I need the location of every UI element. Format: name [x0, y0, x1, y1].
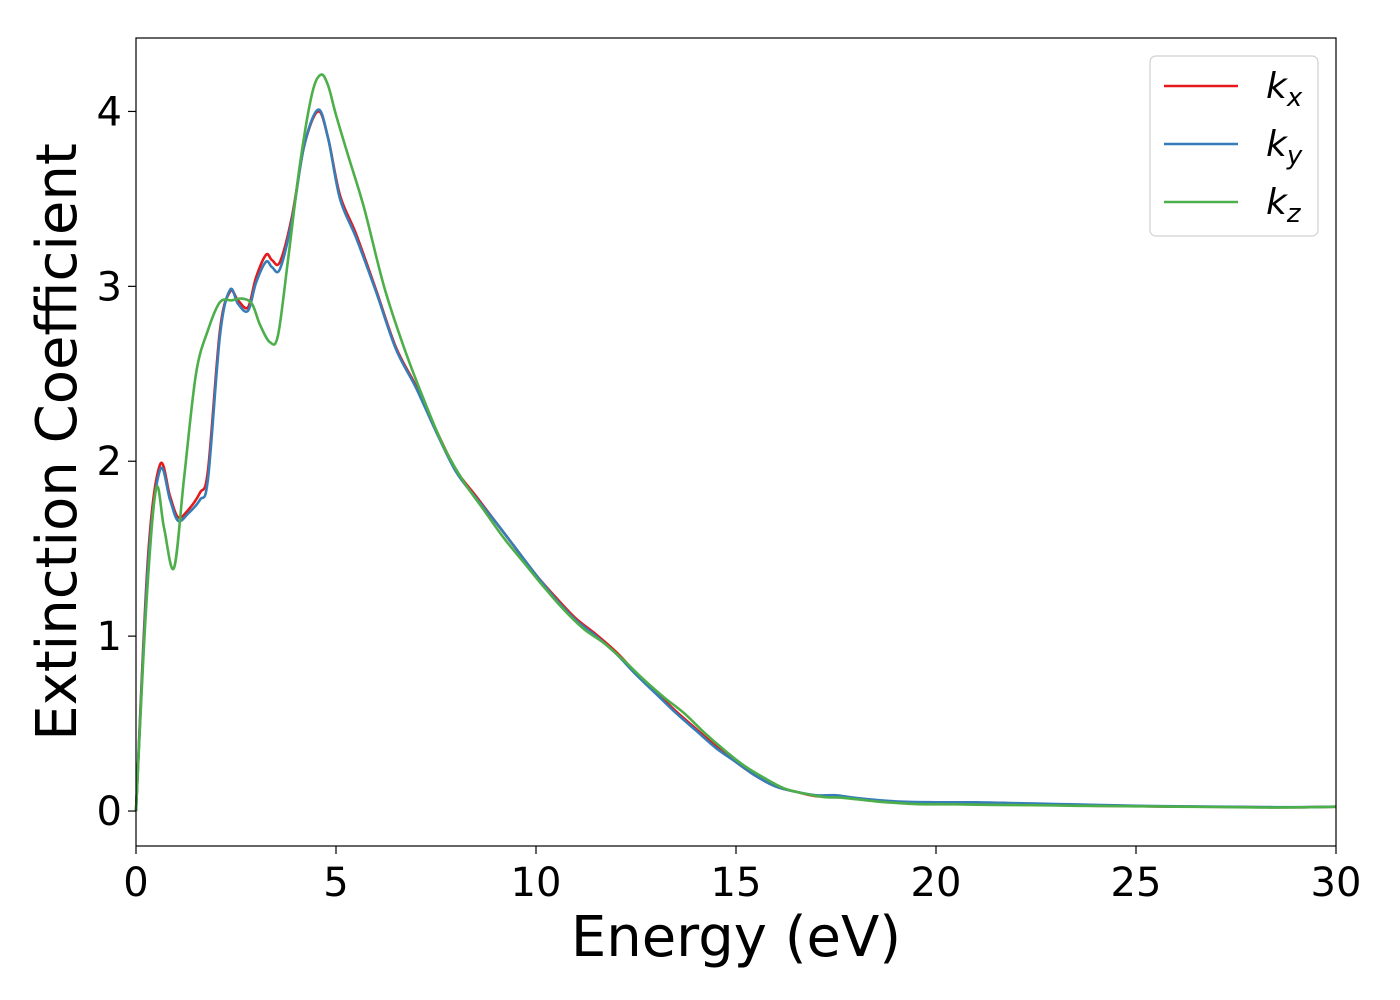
- legend-label-y: ky: [1266, 124, 1303, 171]
- x-tick-label: 10: [511, 860, 562, 906]
- x-tick-label: 25: [1111, 860, 1162, 906]
- x-tick-label: 20: [911, 860, 962, 906]
- y-tick-label: 2: [97, 439, 122, 485]
- y-axis-ticks: 0 1 2 3 4: [97, 89, 136, 835]
- x-tick-label: 15: [711, 860, 762, 906]
- y-axis-label: Extinction Coefficient: [25, 143, 90, 741]
- legend-box: [1149, 55, 1319, 237]
- series-line-z: [134, 73, 1337, 812]
- x-axis-ticks: 0 5 10 15 20 25 30: [123, 846, 1361, 906]
- legend-label-x: kx: [1266, 66, 1303, 113]
- series-line-y: [134, 108, 1337, 812]
- y-tick-label: 3: [97, 264, 122, 310]
- y-tick-label: 1: [97, 614, 122, 660]
- legend: kx ky kz: [1149, 55, 1319, 237]
- series-layer: [134, 73, 1337, 812]
- x-tick-label: 30: [1311, 860, 1362, 906]
- x-tick-label: 5: [323, 860, 348, 906]
- y-tick-label: 0: [97, 789, 122, 835]
- x-axis-label: Energy (eV): [571, 905, 901, 970]
- x-tick-label: 0: [123, 860, 148, 906]
- y-tick-label: 4: [97, 89, 122, 135]
- legend-label-z: kz: [1266, 182, 1302, 229]
